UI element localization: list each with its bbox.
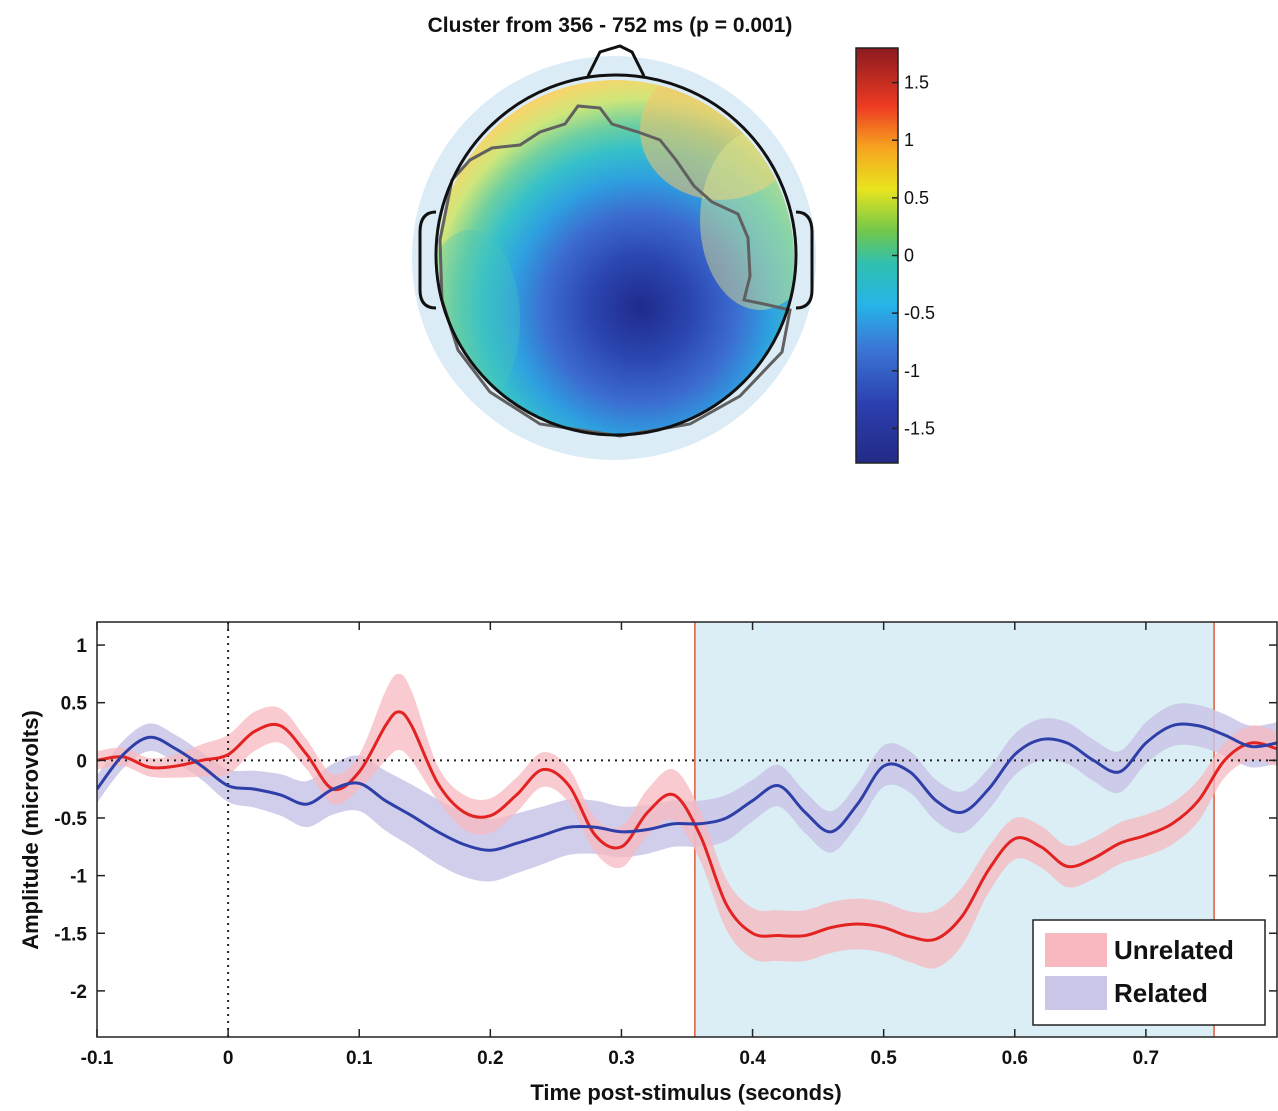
nose-outline <box>586 44 646 77</box>
y-tick-label: -2 <box>70 982 87 1003</box>
x-tick-label: 0.1 <box>346 1048 373 1069</box>
plot-frame <box>96 621 1278 1038</box>
legend-swatch-related <box>1045 976 1107 1010</box>
x-ticks: -0.1 0 0.1 0.2 0.3 0.4 0.5 0.6 0.7 <box>81 622 1159 1069</box>
x-tick-label: 0.6 <box>1002 1048 1028 1069</box>
x-tick-label: 0.4 <box>739 1048 766 1069</box>
related-line <box>97 722 1277 852</box>
topomap <box>412 44 816 460</box>
colorbar-ticks: -1.5 -1 -0.5 0 0.5 1 1.5 <box>892 73 935 438</box>
y-tick-label: -0.5 <box>54 809 87 830</box>
y-ticks: 1 0.5 0 -0.5 -1 -1.5 -2 <box>54 636 1277 1003</box>
x-tick-label: 0.2 <box>477 1048 503 1069</box>
x-tick-label: 0.3 <box>608 1048 634 1069</box>
erp-chart: -0.1 0 0.1 0.2 0.3 0.4 0.5 0.6 0.7 1 0.5 0 -0.5 -1 -1… <box>18 621 1278 1105</box>
unrelated-confidence-band <box>97 673 1277 969</box>
left-ear-outline <box>418 210 437 310</box>
colorbar-tick-label: -0.5 <box>904 303 935 323</box>
head-outline <box>434 73 798 437</box>
right-ear-outline <box>795 210 814 310</box>
x-tick-label: 0 <box>223 1048 234 1069</box>
y-tick-label: 0 <box>76 751 87 772</box>
colorbar-scale <box>855 47 899 464</box>
colorbar-tick-label: -1 <box>904 361 920 381</box>
colorbar-tick-label: 0 <box>904 246 914 266</box>
y-tick-label: -1.5 <box>54 924 87 945</box>
y-tick-label: -1 <box>70 867 87 888</box>
colorbar-tick-label: 0.5 <box>904 188 929 208</box>
colorbar-tick-label: 1 <box>904 130 914 150</box>
x-tick-label: 0.7 <box>1133 1048 1159 1069</box>
colorbar-tick-label: 1.5 <box>904 73 929 93</box>
y-tick-label: 0.5 <box>61 694 88 715</box>
legend-label-unrelated: Unrelated <box>1114 935 1234 965</box>
x-axis-label: Time post-stimulus (seconds) <box>530 1080 841 1105</box>
y-tick-label: 1 <box>76 636 87 657</box>
topomap-title: Cluster from 356 - 752 ms (p = 0.001) <box>428 14 793 37</box>
legend: Unrelated Related <box>1032 919 1266 1026</box>
x-tick-label: 0.5 <box>870 1048 897 1069</box>
legend-swatch-unrelated <box>1045 933 1107 967</box>
y-axis-label: Amplitude (microvolts) <box>18 710 43 950</box>
x-tick-label: -0.1 <box>81 1048 114 1069</box>
legend-label-related: Related <box>1114 978 1208 1008</box>
colorbar: -1.5 -1 -0.5 0 0.5 1 1.5 <box>855 47 935 464</box>
cluster-outline <box>438 104 792 438</box>
unrelated-line <box>97 710 1277 942</box>
colorbar-tick-label: -1.5 <box>904 418 935 438</box>
